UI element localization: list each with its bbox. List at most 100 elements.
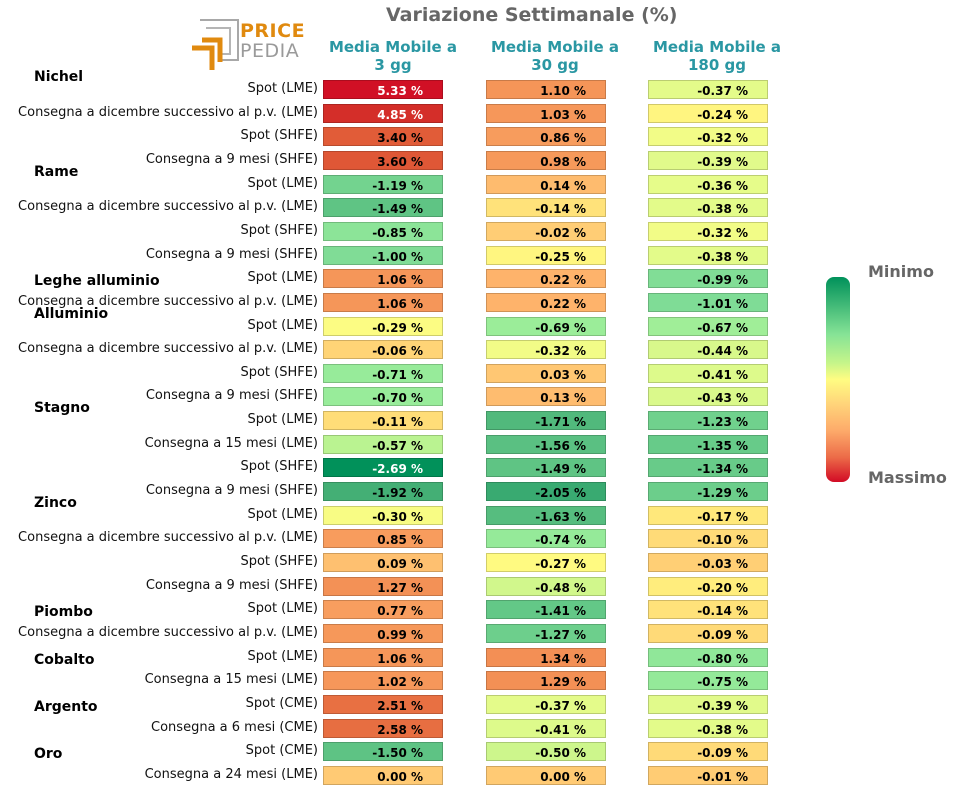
row-label: Consegna a dicembre successivo al p.v. (… — [18, 530, 318, 546]
heatmap-cell: -1.01 % — [648, 292, 768, 312]
cell-value: 0.14 % — [540, 178, 586, 193]
heatmap-cell: -0.10 % — [648, 529, 768, 549]
cell-value: 1.06 % — [377, 273, 423, 288]
cell-value: -0.37 % — [535, 698, 586, 713]
heatmap-cell: 1.06 % — [323, 647, 443, 667]
heatmap-cell: 1.34 % — [486, 647, 606, 667]
heatmap-cell: 1.06 % — [323, 292, 443, 312]
heatmap-cell: -0.20 % — [648, 576, 768, 596]
cell-value: -1.92 % — [372, 486, 423, 501]
row-label: Spot (CME) — [245, 743, 318, 759]
cell-value: -0.44 % — [697, 344, 748, 359]
heatmap-cell: -0.69 % — [486, 316, 606, 336]
heatmap-cell: 5.33 % — [323, 80, 443, 99]
group-label: Oro — [34, 746, 63, 763]
cell-value: 1.06 % — [377, 651, 423, 666]
cell-value: -0.17 % — [697, 509, 748, 524]
heatmap-cell: 0.85 % — [323, 529, 443, 549]
row-label: Consegna a 9 mesi (SHFE) — [145, 577, 318, 593]
column-header-line: Media Mobile a — [490, 38, 620, 56]
legend-label-minimum: Minimo — [868, 262, 934, 281]
logo-mark-icon — [192, 19, 239, 70]
row-label: Consegna a 9 mesi (SHFE) — [145, 483, 318, 499]
heatmap-cell: 0.86 % — [486, 127, 606, 147]
cell-value: -0.06 % — [372, 344, 423, 359]
row-label: Spot (SHFE) — [240, 554, 318, 569]
heatmap-cell: 3.40 % — [323, 127, 443, 147]
heatmap-cell: 3.60 % — [323, 150, 443, 170]
heatmap-cell: -0.32 % — [486, 340, 606, 360]
heatmap-cell: -1.35 % — [648, 434, 768, 454]
heatmap-cell: -1.41 % — [486, 600, 606, 620]
group-label: Zinco — [34, 494, 77, 511]
cell-value: 2.58 % — [377, 722, 423, 737]
cell-value: 3.60 % — [377, 154, 423, 169]
heatmap-cell: -2.05 % — [486, 482, 606, 502]
row-label: Consegna a dicembre successivo al p.v. (… — [18, 624, 318, 640]
heatmap-cell: 1.06 % — [323, 269, 443, 289]
cell-value: -0.02 % — [535, 225, 586, 240]
row-label: Spot (LME) — [247, 412, 318, 428]
cell-value: -0.37 % — [697, 84, 748, 98]
heatmap-cell: 0.22 % — [486, 269, 606, 289]
cell-value: -1.41 % — [535, 604, 586, 619]
cell-value: -0.75 % — [697, 675, 748, 690]
cell-value: -0.48 % — [535, 580, 586, 595]
cell-value: 1.02 % — [377, 675, 423, 690]
heatmap-cell: -0.14 % — [648, 600, 768, 620]
cell-value: -0.70 % — [372, 391, 423, 406]
column-header-line: 3 gg — [374, 56, 412, 74]
heatmap-cell: -0.41 % — [486, 718, 606, 738]
row-label: Consegna a 6 mesi (CME) — [151, 719, 318, 735]
heatmap-cell: -0.71 % — [323, 363, 443, 383]
cell-value: -1.01 % — [697, 296, 748, 311]
cell-value: -1.29 % — [697, 486, 748, 501]
row-label: Consegna a 15 mesi (LME) — [144, 672, 318, 688]
cell-value: 5.33 % — [377, 84, 423, 98]
cell-value: 0.03 % — [540, 367, 586, 382]
cell-value: -0.69 % — [535, 320, 586, 335]
row-label: Spot (CME) — [245, 695, 318, 711]
heatmap-cell: 0.99 % — [323, 623, 443, 643]
cell-value: -1.19 % — [372, 178, 423, 193]
cell-value: -1.49 % — [372, 202, 423, 217]
heatmap-cell: 0.00 % — [486, 765, 606, 785]
column-header-3: Media Mobile a 180 gg — [637, 38, 797, 74]
group-label: Cobalto — [34, 651, 95, 668]
cell-value: -0.74 % — [535, 533, 586, 548]
row-label: Spot (LME) — [247, 601, 318, 617]
heatmap-cell: -1.63 % — [486, 505, 606, 525]
cell-value: -0.50 % — [535, 746, 586, 761]
cell-value: -0.32 % — [697, 225, 748, 240]
row-label: Spot (LME) — [247, 317, 318, 333]
cell-value: -0.67 % — [697, 320, 748, 335]
heatmap-cell: -1.92 % — [323, 482, 443, 502]
heatmap-cell: -0.03 % — [648, 553, 768, 572]
cell-value: 0.98 % — [540, 154, 586, 169]
heatmap-cell: -0.41 % — [648, 363, 768, 383]
heatmap-cell: -1.00 % — [323, 245, 443, 265]
heatmap-cell: -1.29 % — [648, 482, 768, 502]
cell-value: 0.99 % — [377, 627, 423, 642]
group-label: Leghe alluminio — [34, 273, 160, 290]
heatmap-cell: 0.14 % — [486, 174, 606, 194]
row-label: Consegna a 9 mesi (SHFE) — [145, 151, 318, 167]
heatmap-cell: -0.48 % — [486, 576, 606, 596]
heatmap-cell: -0.24 % — [648, 103, 768, 123]
heatmap-cell: 0.09 % — [323, 553, 443, 572]
cell-value: -0.03 % — [697, 557, 748, 571]
logo-text-price: PRICE — [240, 20, 306, 42]
cell-value: -0.29 % — [372, 320, 423, 335]
heatmap-cell: -1.34 % — [648, 458, 768, 478]
cell-value: -0.71 % — [372, 367, 423, 382]
row-label: Consegna a dicembre successivo al p.v. (… — [18, 104, 318, 120]
cell-value: 0.13 % — [540, 391, 586, 406]
heatmap-cell: -2.69 % — [323, 458, 443, 478]
heatmap-cell: -0.37 % — [486, 694, 606, 714]
cell-value: -0.30 % — [372, 509, 423, 524]
heatmap-cell: -0.99 % — [648, 269, 768, 289]
heatmap-cell: -0.11 % — [323, 411, 443, 431]
cell-value: -0.11 % — [372, 415, 423, 430]
heatmap-cell: 0.77 % — [323, 600, 443, 620]
